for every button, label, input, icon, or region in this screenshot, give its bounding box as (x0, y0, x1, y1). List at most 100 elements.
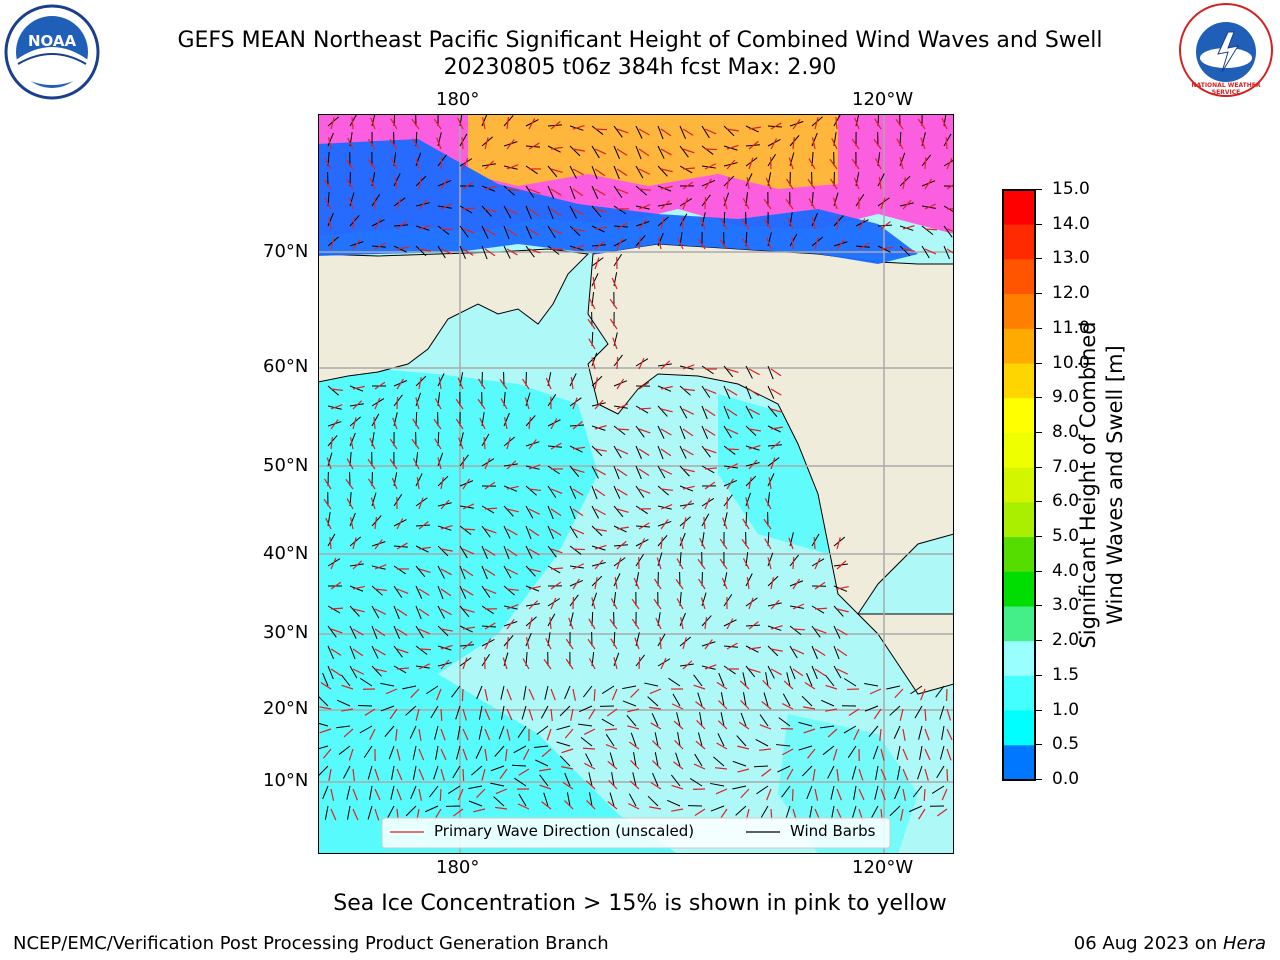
wind-barb (544, 685, 549, 700)
colorbar-cell (1003, 328, 1035, 365)
wind-barb (789, 554, 799, 567)
arctic-low-waves (318, 139, 918, 264)
wave-direction-arrow (440, 548, 453, 552)
wind-barb (732, 760, 747, 767)
wind-barb (503, 635, 514, 647)
wind-barb (635, 465, 642, 480)
wave-direction-arrow (462, 708, 467, 721)
wave-direction-arrow (462, 503, 475, 510)
wave-direction-arrow (655, 617, 662, 630)
colorbar-tick-mark (1036, 293, 1042, 295)
wind-barb (745, 173, 753, 187)
wave-direction-arrow (561, 748, 574, 754)
lon-label-bottom-120w: 120°W (852, 857, 914, 878)
wave-direction-arrow (330, 668, 342, 677)
colorbar-cell (1003, 675, 1035, 712)
wind-barb (547, 545, 557, 558)
wind-barb (710, 805, 725, 812)
wave-direction-arrow (748, 444, 761, 450)
wave-direction-arrow (374, 608, 387, 615)
wind-barb (679, 385, 691, 396)
wave-direction-arrow (396, 378, 404, 390)
wave-direction-arrow (902, 768, 909, 781)
wave-direction-arrow (814, 581, 826, 590)
wind-barb (503, 585, 515, 596)
wind-barb (679, 213, 688, 227)
wave-direction-arrow (770, 426, 783, 430)
wave-direction-arrow (572, 528, 585, 535)
wave-direction-arrow (880, 788, 886, 801)
wind-barb (415, 245, 427, 257)
wind-barb (635, 165, 644, 179)
wind-barb (723, 125, 735, 137)
wave-direction-arrow (462, 157, 469, 170)
wave-direction-arrow (704, 178, 712, 190)
colorbar (1002, 189, 1036, 781)
colorbar-tick-label: 5.0 (1052, 526, 1080, 547)
wind-barb (939, 705, 945, 720)
wind-barb (874, 785, 879, 800)
wave-direction-arrow (746, 577, 750, 590)
wave-direction-arrow (396, 396, 399, 410)
wave-direction-arrow (792, 668, 804, 677)
wind-barb (393, 585, 403, 598)
wave-direction-arrow (528, 488, 541, 492)
wave-direction-arrow (704, 481, 716, 490)
wave-direction-arrow (737, 768, 750, 773)
wave-direction-arrow (418, 588, 430, 596)
wave-direction-arrow (539, 768, 552, 772)
wave-direction-arrow (770, 648, 783, 652)
wave-direction-arrow (349, 517, 354, 530)
wind-barb (588, 772, 593, 787)
wave-direction-arrow (726, 159, 736, 170)
wind-barb (740, 712, 747, 727)
wind-barb (564, 685, 571, 700)
wave-direction-arrow (367, 458, 376, 470)
wave-direction-arrow (495, 806, 508, 810)
wave-direction-arrow (484, 568, 496, 577)
wave-direction-arrow (792, 556, 795, 570)
wave-direction-arrow (352, 560, 363, 570)
wave-direction-arrow (484, 748, 488, 761)
wave-direction-arrow (739, 680, 750, 690)
wind-barb (547, 165, 558, 178)
wind-barb (547, 485, 557, 498)
wind-barb (677, 732, 681, 747)
wave-direction-arrow (586, 800, 596, 810)
wave-direction-arrow (506, 568, 519, 575)
wave-direction-arrow (649, 688, 662, 695)
wind-barb (388, 745, 395, 760)
wave-direction-arrow (324, 198, 332, 210)
lon-label-top-180: 180° (436, 89, 480, 110)
wind-barb (941, 725, 945, 740)
wave-direction-arrow (634, 637, 640, 650)
wave-direction-arrow (660, 148, 672, 156)
wind-barb (763, 692, 769, 707)
wind-barb (657, 445, 664, 460)
wave-direction-arrow (902, 199, 912, 210)
wave-direction-arrow (660, 200, 671, 210)
wave-direction-arrow (770, 625, 783, 630)
wave-direction-arrow (902, 248, 915, 252)
wave-direction-arrow (550, 208, 562, 217)
wave-direction-arrow (374, 588, 387, 592)
wave-direction-arrow (616, 428, 630, 431)
wave-direction-arrow (506, 248, 518, 256)
wave-direction-arrow (946, 183, 954, 190)
wave-direction-arrow (484, 728, 491, 741)
wind-barb (455, 745, 461, 760)
wave-direction-arrow (638, 381, 650, 390)
wind-barb (767, 405, 778, 418)
wave-direction-arrow (324, 158, 332, 170)
wave-direction-arrow (676, 558, 684, 570)
wave-direction-arrow (941, 117, 948, 130)
wind-barb (657, 165, 668, 177)
wind-barb (535, 759, 549, 767)
wind-barb (609, 752, 615, 767)
wave-direction-arrow (415, 708, 420, 721)
wave-direction-arrow (792, 648, 805, 655)
wave-direction-arrow (572, 208, 584, 216)
colorbar-tick-label: 0.0 (1052, 769, 1080, 789)
wave-direction-arrow (484, 638, 492, 650)
wave-direction-arrow (836, 628, 848, 636)
